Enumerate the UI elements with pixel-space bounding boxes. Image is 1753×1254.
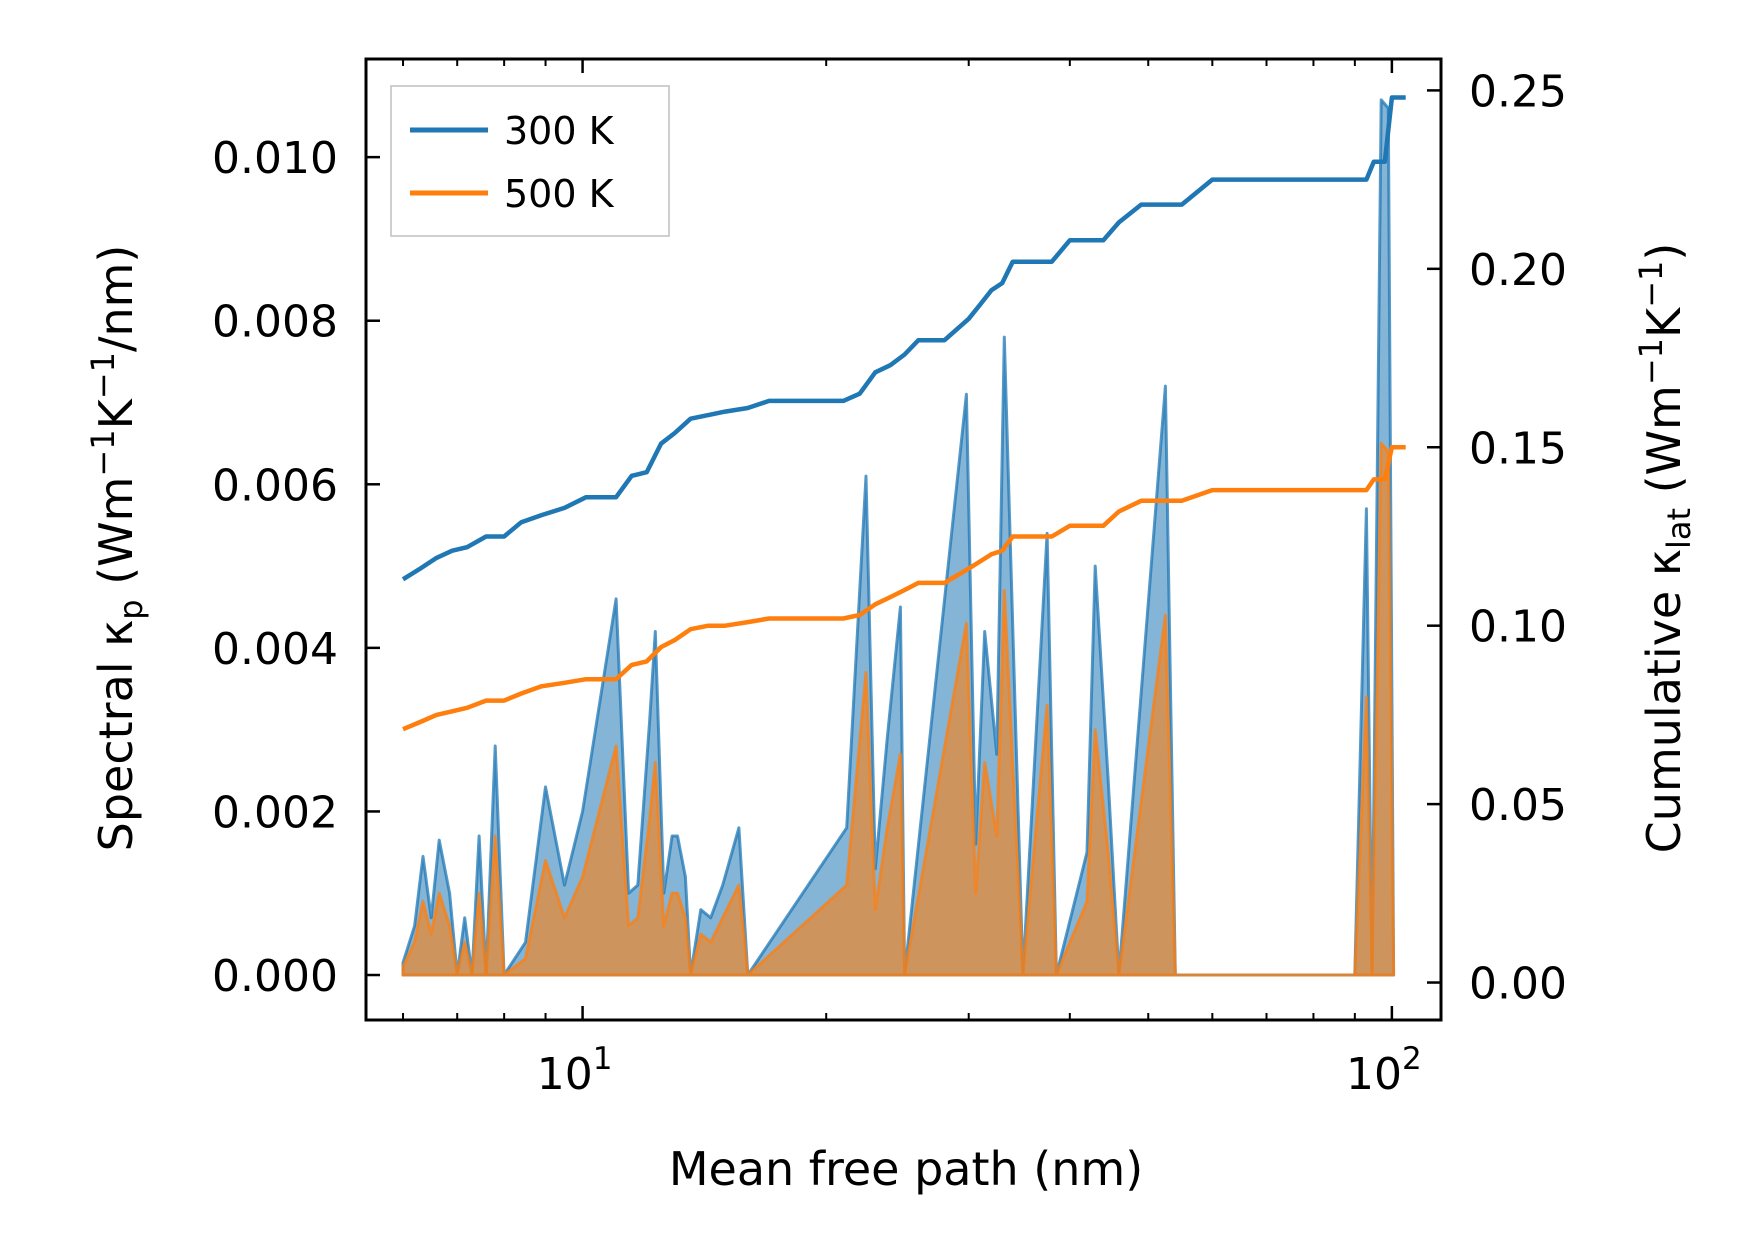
plot-frame <box>364 57 1443 1022</box>
right-y-title-sup1: −1 <box>1632 338 1670 385</box>
left-y-title-sub: p <box>112 599 150 619</box>
legend-label-300k: 300 K <box>504 109 615 153</box>
x-tick-exponent: 2 <box>1402 1041 1422 1077</box>
right-y-tick-label: 0.15 <box>1469 423 1567 474</box>
right-y-title-tail: ) <box>1637 243 1691 261</box>
x-tick-base: 10 <box>1346 1049 1402 1100</box>
x-tick-label: 102 <box>1346 1041 1422 1100</box>
spectral-layer <box>401 98 1396 977</box>
cumulative-line-300k <box>401 95 1406 582</box>
left-y-tick-label: 0.000 <box>212 951 338 1002</box>
right-y-tick-label: 0.20 <box>1469 245 1567 296</box>
x-axis-title: Mean free path (nm) <box>669 1142 1143 1196</box>
x-tick-exponent: 1 <box>593 1041 613 1077</box>
left-y-tick-label: 0.010 <box>212 133 338 184</box>
x-tick-base: 10 <box>537 1049 593 1100</box>
right-y-axis-title: Cumulative κlat (Wm−1K−1) <box>1632 243 1698 854</box>
legend: 300 K 500 K <box>390 85 670 237</box>
ticks-layer: 101 1020.0000.0020.0040.0060.0080.0100.00… <box>212 59 1567 1100</box>
right-y-tick-label: 0.00 <box>1469 959 1567 1010</box>
left-y-title-sup1: −1 <box>84 429 122 476</box>
left-y-tick-label: 0.002 <box>212 787 338 838</box>
left-y-title-sup2: −1 <box>84 352 122 399</box>
left-y-title-main: Spectral κ <box>89 620 143 852</box>
right-y-title-mid: K <box>1637 306 1691 338</box>
right-y-title-unit: (Wm <box>1637 385 1691 508</box>
cumulative-line-500k <box>402 445 1406 732</box>
spectral-area-500k <box>401 441 1396 977</box>
left-y-axis-title: Spectral κp (Wm−1K−1/nm) <box>84 245 150 852</box>
x-tick-label: 101 <box>537 1041 613 1100</box>
left-y-title-mid: K <box>89 397 143 429</box>
legend-frame <box>390 85 670 237</box>
cumulative-layer <box>401 95 1406 732</box>
left-y-tick-label: 0.008 <box>212 297 338 348</box>
left-y-tick-label: 0.004 <box>212 624 338 675</box>
right-y-tick-label: 0.05 <box>1469 780 1567 831</box>
right-y-title-sub: lat <box>1660 508 1698 549</box>
left-y-title-tail: /nm) <box>89 245 143 352</box>
left-y-tick-label: 0.006 <box>212 460 338 511</box>
right-y-title-main: Cumulative κ <box>1637 549 1691 853</box>
right-y-tick-label: 0.10 <box>1469 602 1567 653</box>
legend-label-500k: 500 K <box>504 172 615 216</box>
right-y-title-sup2: −1 <box>1632 261 1670 308</box>
left-y-title-unit: (Wm <box>89 477 143 600</box>
right-y-tick-label: 0.25 <box>1469 66 1567 117</box>
